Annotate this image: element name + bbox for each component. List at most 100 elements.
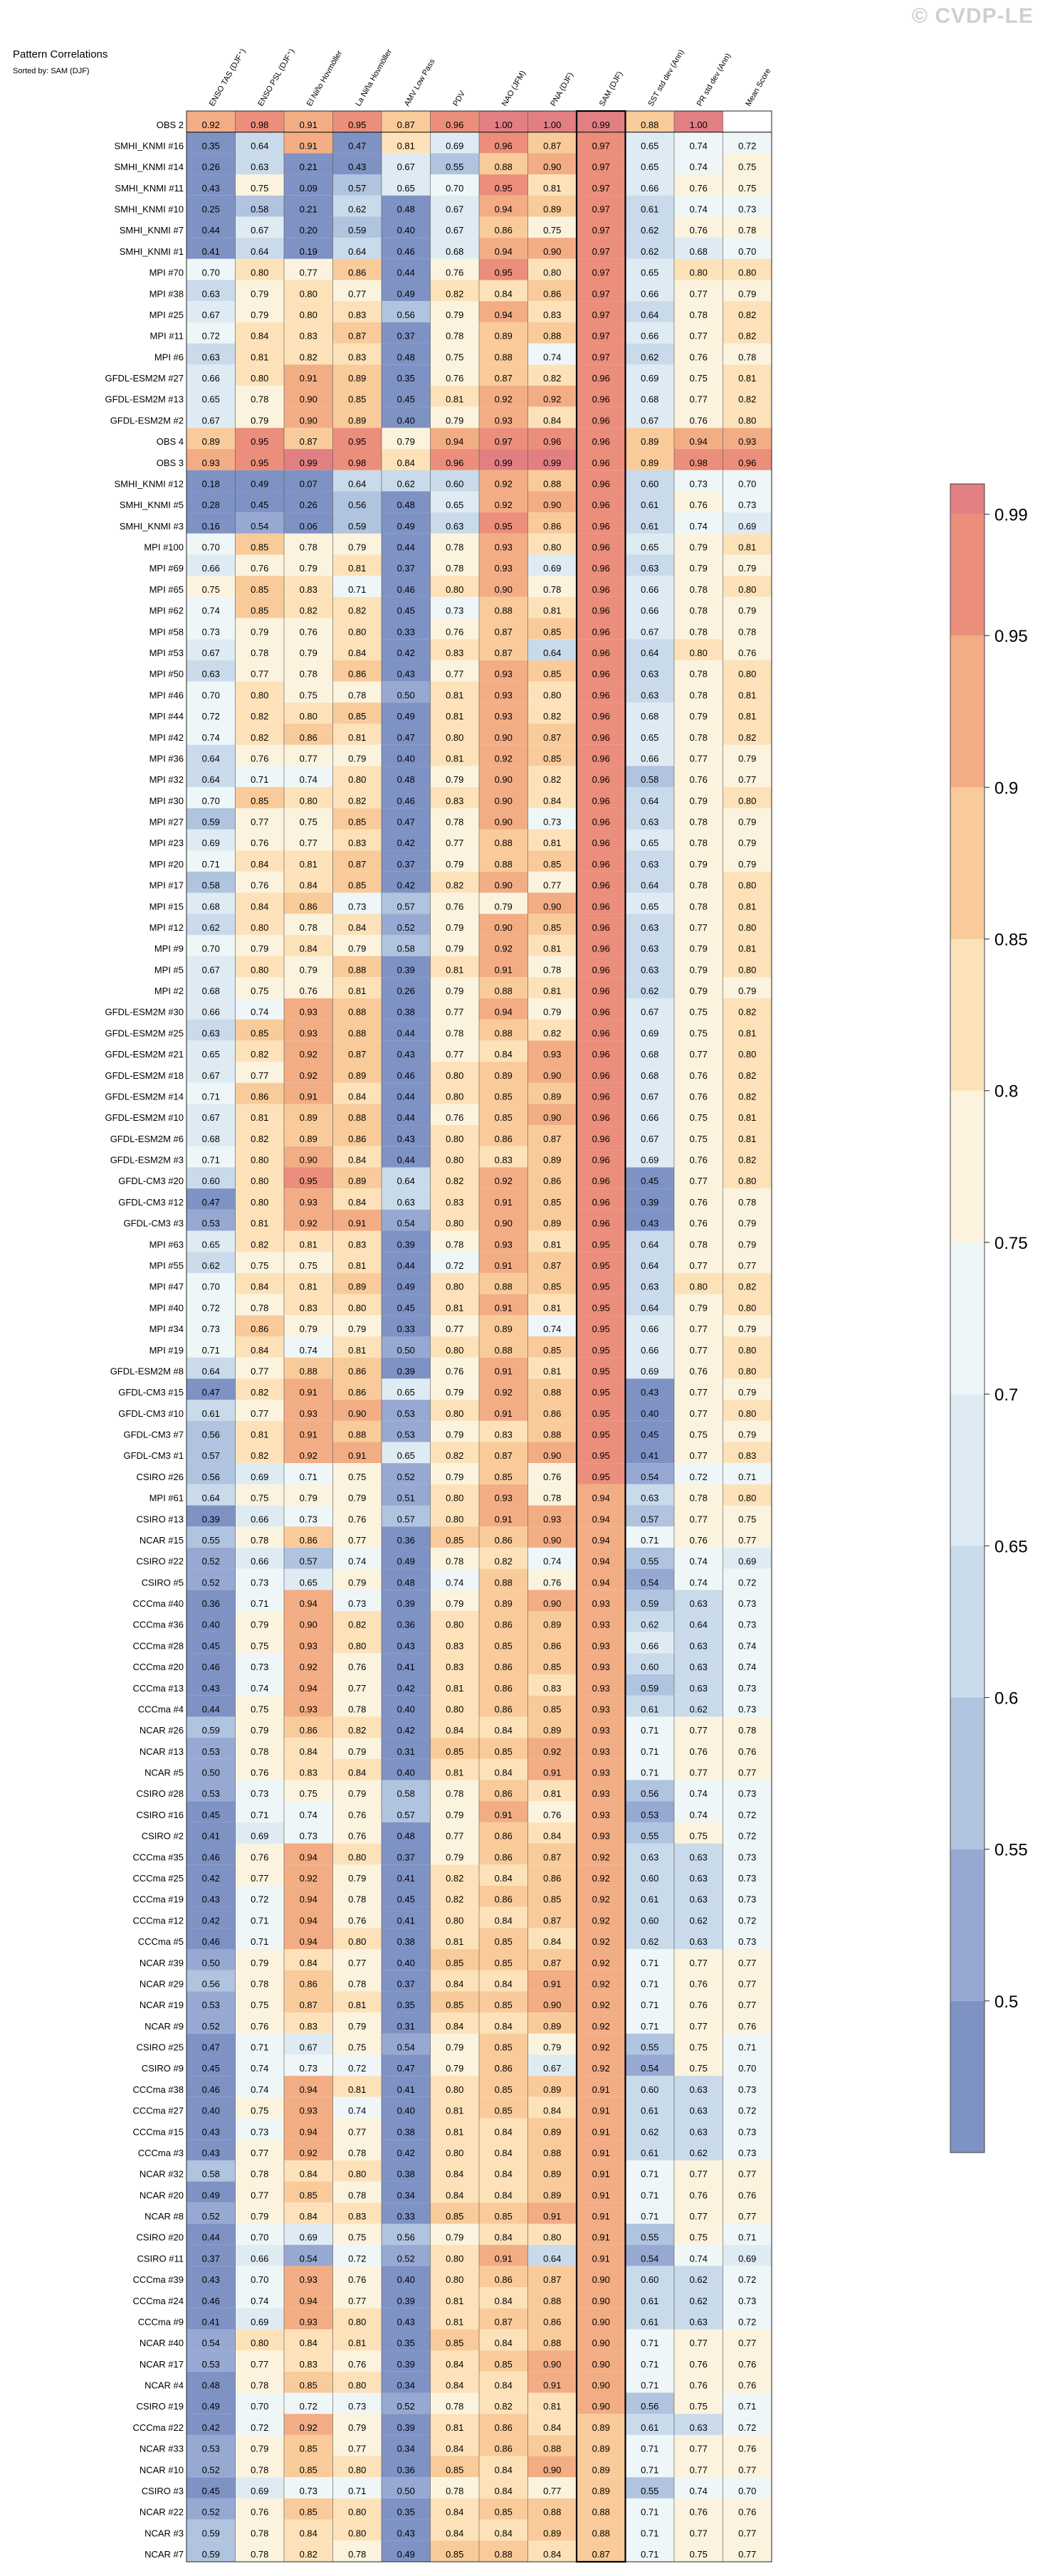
cell-value: 0.92 xyxy=(495,944,513,954)
cell-value: 0.76 xyxy=(690,1218,708,1229)
heatmap-cell xyxy=(187,1230,236,1252)
cell-value: 0.34 xyxy=(397,2444,415,2454)
row-label: CCCma #15 xyxy=(132,2126,184,2137)
cell-value: 0.79 xyxy=(446,1852,463,1862)
cell-value: 0.77 xyxy=(446,1007,463,1018)
heatmap-cell xyxy=(723,1062,772,1083)
cell-value: 0.63 xyxy=(641,859,658,870)
cell-value: 0.52 xyxy=(202,2507,220,2518)
cell-value: 0.56 xyxy=(397,310,415,320)
cell-value: 0.76 xyxy=(690,225,708,236)
cell-value: 0.77 xyxy=(446,1324,463,1334)
cell-value: 0.77 xyxy=(251,1873,268,1884)
cell-value: 0.77 xyxy=(738,2211,756,2222)
cell-value: 0.83 xyxy=(446,796,463,806)
cell-value: 0.94 xyxy=(300,1936,317,1947)
cell-value: 0.40 xyxy=(397,415,415,426)
cell-value: 0.90 xyxy=(495,732,513,743)
heatmap-cell xyxy=(187,343,236,365)
cell-value: 0.37 xyxy=(397,859,415,870)
heatmap-cell xyxy=(332,596,382,618)
heatmap-cell xyxy=(527,174,577,196)
heatmap-cell xyxy=(430,1104,479,1126)
cell-value: 0.58 xyxy=(251,204,268,215)
heatmap-cell xyxy=(674,364,723,386)
heatmap-cell xyxy=(284,596,333,618)
cell-value: 0.79 xyxy=(251,944,268,954)
heatmap-cell xyxy=(187,1146,236,1168)
cell-value: 0.82 xyxy=(738,394,756,405)
heatmap-cell xyxy=(625,406,674,428)
cell-value: 0.83 xyxy=(348,310,366,320)
heatmap-cell xyxy=(430,512,479,534)
heatmap-cell xyxy=(187,1294,236,1316)
cell-value: 0.80 xyxy=(690,268,708,278)
heatmap-cell xyxy=(674,1019,723,1041)
heatmap-cell xyxy=(625,1019,674,1041)
cell-value: 0.77 xyxy=(251,2190,268,2200)
cell-value: 0.67 xyxy=(202,648,220,658)
cell-value: 0.79 xyxy=(348,944,366,954)
cell-value: 0.77 xyxy=(690,331,708,342)
cell-value: 0.50 xyxy=(397,1345,415,1356)
cell-value: 0.66 xyxy=(641,1112,658,1123)
chart-subtitle: Sorted by: SAM (DJF) xyxy=(13,67,90,75)
row-label: GFDL-ESM2M #3 xyxy=(110,1155,184,1166)
heatmap-cell xyxy=(332,385,382,407)
heatmap-cell xyxy=(625,639,674,660)
cell-value: 0.84 xyxy=(543,415,561,426)
row-label: CCCma #9 xyxy=(138,2316,184,2327)
heatmap-cell xyxy=(382,1104,431,1126)
cell-value: 0.92 xyxy=(592,2042,610,2053)
heatmap-cell xyxy=(430,1040,479,1062)
cell-value: 0.92 xyxy=(300,2148,317,2158)
cell-value: 0.74 xyxy=(543,352,561,362)
heatmap-cell xyxy=(235,892,284,914)
row-label: SMHI_KNMI #16 xyxy=(114,140,184,151)
heatmap-cell xyxy=(723,1167,772,1189)
cell-value: 0.36 xyxy=(397,1620,415,1630)
cell-value: 0.36 xyxy=(397,1535,415,1546)
heatmap-cell xyxy=(674,702,723,724)
cell-value: 0.62 xyxy=(397,478,415,489)
cell-value: 0.85 xyxy=(300,2444,317,2454)
cell-value: 0.80 xyxy=(446,2253,463,2264)
heatmap-cell xyxy=(284,808,333,830)
cell-value: 0.84 xyxy=(543,796,561,806)
cell-value: 0.88 xyxy=(495,838,513,848)
heatmap-cell xyxy=(382,364,431,386)
row-label: MPI #27 xyxy=(149,817,184,828)
cell-value: 0.72 xyxy=(738,1831,756,1842)
cell-value: 0.75 xyxy=(543,225,561,236)
cell-value: 0.28 xyxy=(202,500,220,510)
heatmap-cell xyxy=(382,871,431,893)
cell-value: 0.75 xyxy=(690,1430,708,1440)
heatmap-cell xyxy=(235,301,284,322)
heatmap-cell xyxy=(187,301,236,322)
heatmap-cell xyxy=(332,1209,382,1231)
cell-value: 0.41 xyxy=(202,2316,220,2327)
cell-value: 0.71 xyxy=(641,2380,658,2391)
cell-value: 0.99 xyxy=(543,458,561,468)
heatmap-cell xyxy=(284,744,333,766)
cell-value: 0.47 xyxy=(202,2042,220,2053)
heatmap-cell xyxy=(382,639,431,660)
cell-value: 0.94 xyxy=(690,436,708,447)
cell-value: 0.86 xyxy=(251,1324,268,1334)
cell-value: 0.77 xyxy=(251,2148,268,2158)
cell-value: 0.54 xyxy=(397,1218,415,1229)
heatmap-cell xyxy=(382,1209,431,1231)
heatmap-cell xyxy=(674,174,723,196)
heatmap-cell xyxy=(625,343,674,365)
row-label: CSIRO #19 xyxy=(137,2401,184,2412)
cell-value: 0.99 xyxy=(592,120,610,130)
heatmap-cell xyxy=(430,1019,479,1041)
heatmap-cell xyxy=(187,724,236,745)
cell-value: 0.79 xyxy=(446,2042,463,2053)
heatmap-cell xyxy=(723,702,772,724)
heatmap-cell xyxy=(625,576,674,597)
heatmap-cell xyxy=(674,724,723,745)
cell-value: 0.88 xyxy=(495,859,513,870)
cell-value: 0.45 xyxy=(641,1430,658,1440)
cell-value: 0.82 xyxy=(251,711,268,722)
